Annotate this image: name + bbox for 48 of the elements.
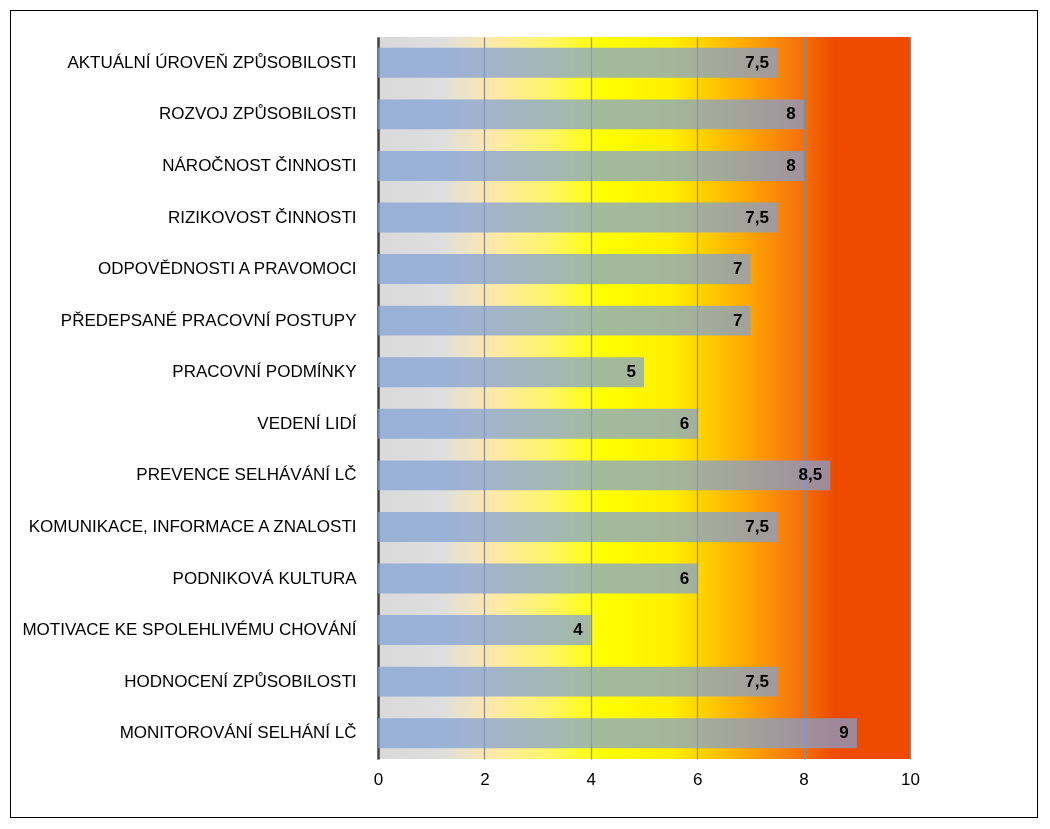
data-label: 8: [786, 155, 796, 175]
bar: [378, 718, 857, 749]
y-tick-label: VEDENÍ LIDÍ: [257, 413, 357, 433]
data-label: 9: [839, 723, 849, 743]
y-tick-label: PREVENCE SELHÁVÁNÍ LČ: [136, 465, 357, 485]
bar: [378, 47, 777, 78]
y-tick-label: PŘEDEPSANÉ PRACOVNÍ POSTUPY: [60, 310, 357, 330]
data-label: 8,5: [798, 465, 823, 485]
data-label: 7: [732, 310, 743, 330]
bar: [378, 357, 644, 388]
x-tick-label: 0: [373, 769, 384, 789]
data-label: 5: [626, 362, 636, 382]
data-label: 7,5: [745, 516, 769, 536]
x-tick-label: 6: [692, 769, 703, 789]
bar: [378, 615, 591, 646]
data-label: 7,5: [745, 52, 769, 72]
bar: [378, 408, 698, 439]
y-tick-label: MOTIVACE KE SPOLEHLIVÉMU CHOVÁNÍ: [22, 620, 357, 640]
y-tick-label: PODNIKOVÁ KULTURA: [172, 568, 358, 588]
data-label: 8: [786, 104, 796, 124]
y-tick-label: MONITOROVÁNÍ SELHÁNÍ LČ: [119, 723, 357, 743]
y-tick-label: ODPOVĚDNOSTI A PRAVOMOCI: [97, 259, 357, 279]
y-tick-label: ROZVOJ ZPŮSOBILOSTI: [159, 104, 357, 124]
y-tick-label: AKTUÁLNÍ ÚROVEŇ ZPŮSOBILOSTI: [67, 52, 357, 72]
data-label: 6: [679, 413, 690, 433]
x-tick-label: 2: [480, 769, 490, 789]
x-tick-label: 8: [799, 769, 809, 789]
y-tick-label: RIZIKOVOST ČINNOSTI: [167, 207, 357, 227]
bar: [378, 254, 751, 285]
bar: [378, 99, 804, 130]
y-tick-label: KOMUNIKACE, INFORMACE A ZNALOSTI: [28, 516, 357, 536]
bar: [378, 511, 777, 542]
bar: [378, 666, 777, 697]
bar: [378, 150, 804, 181]
data-label: 7: [732, 259, 743, 279]
data-label: 6: [679, 568, 690, 588]
x-tick-label: 10: [901, 769, 920, 789]
bar: [378, 305, 751, 336]
y-tick-label: NÁROČNOST ČINNOSTI: [162, 155, 357, 175]
bar: [378, 563, 698, 594]
x-tick-label: 4: [586, 769, 597, 789]
bar: [378, 202, 777, 233]
y-tick-label: HODNOCENÍ ZPŮSOBILOSTI: [124, 671, 357, 691]
bar: [378, 460, 831, 491]
data-label: 4: [573, 620, 584, 640]
data-label: 7,5: [745, 207, 769, 227]
y-tick-label: PRACOVNÍ PODMÍNKY: [172, 362, 357, 382]
data-label: 7,5: [745, 671, 769, 691]
